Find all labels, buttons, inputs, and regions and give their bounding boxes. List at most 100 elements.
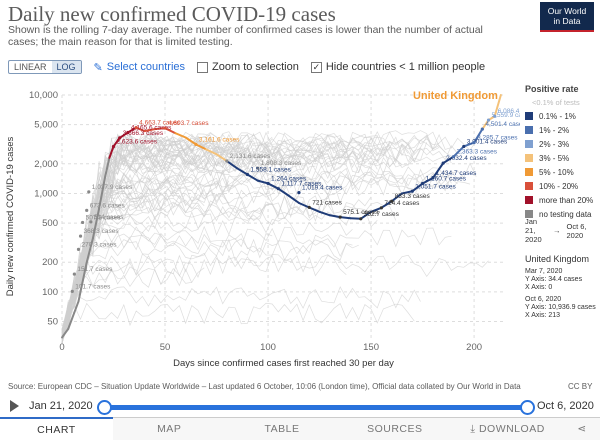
- data-point: [70, 289, 74, 294]
- logo-line-2: in Data: [553, 16, 581, 26]
- select-countries-button[interactable]: ✎ Select countries: [94, 61, 185, 74]
- data-point: [338, 215, 342, 219]
- info-first-x: X Axis: 0: [525, 284, 553, 291]
- legend-label: no testing data: [539, 209, 592, 219]
- legend-title: Positive rate: [525, 84, 579, 94]
- data-label: 1,019.4 cases: [302, 185, 343, 192]
- legend-label: 0.1% - 1%: [539, 111, 576, 121]
- y-tick-label: 10,000: [29, 90, 58, 101]
- uk-line-segment: [153, 127, 167, 131]
- play-icon[interactable]: [10, 400, 19, 412]
- legend-swatch: [525, 140, 533, 148]
- uk-line-segment: [308, 206, 321, 213]
- data-point: [81, 220, 85, 225]
- background-country-line: [61, 135, 205, 340]
- data-point: [472, 140, 476, 145]
- legend-swatch: [525, 182, 533, 190]
- data-point: [307, 205, 311, 210]
- hide-small-checkbox-box[interactable]: ✓: [310, 61, 322, 73]
- data-point: [134, 126, 138, 130]
- hide-small-checkbox[interactable]: ✓ Hide countries < 1 million people: [310, 61, 486, 73]
- x-axis-label: Days since confirmed cases first reached…: [173, 358, 394, 369]
- license-link[interactable]: CC BY: [568, 382, 593, 391]
- timeline-start-handle[interactable]: [97, 400, 112, 415]
- data-label: 3,666.3 cases: [123, 130, 164, 137]
- data-label: 3,001.4 cases: [467, 138, 508, 145]
- data-label: 4,663.7 cases: [139, 120, 180, 127]
- y-axis-label: Daily new confirmed COVID-19 cases: [5, 137, 16, 297]
- legend-item: 3% - 5%: [525, 151, 593, 165]
- data-point: [390, 199, 394, 203]
- uk-line-segment: [380, 200, 393, 209]
- uk-line-segment: [328, 214, 342, 219]
- tab-map[interactable]: MAP: [157, 423, 182, 435]
- data-label: 2,131.6 cases: [230, 153, 271, 160]
- data-point: [225, 159, 229, 163]
- uk-line-segment: [339, 216, 352, 220]
- tab-bar: CHART MAP TABLE SOURCES ⤓ DOWNLOAD ⋖: [0, 417, 600, 440]
- legend-swatch: [525, 126, 533, 134]
- tab-download[interactable]: ⤓ DOWNLOAD: [451, 418, 564, 440]
- linear-toggle-button[interactable]: LINEAR: [14, 62, 47, 72]
- uk-line-segment: [287, 194, 300, 204]
- legend-list: 0.1% - 1% 1% - 2% 2% - 3% 3% - 5% 5% - 10% 10…: [525, 109, 593, 221]
- data-label: 1,558.1 cases: [250, 166, 291, 173]
- tab-chart[interactable]: CHART: [0, 417, 113, 440]
- timeline-end-handle[interactable]: [520, 400, 535, 415]
- timeline-track[interactable]: [103, 405, 526, 410]
- background-country-line: [61, 238, 353, 344]
- uk-line-segment: [481, 119, 490, 131]
- uk-line-segment: [370, 206, 383, 213]
- zoom-checkbox[interactable]: Zoom to selection: [197, 61, 299, 73]
- uk-line-segment: [98, 175, 107, 210]
- data-point: [85, 208, 89, 212]
- uk-line-segment: [104, 156, 111, 178]
- chart-controls: LINEAR LOG ✎ Select countries Zoom to se…: [8, 57, 485, 77]
- owid-logo[interactable]: Our World in Data: [540, 2, 594, 32]
- x-tick-label: 150: [363, 342, 379, 353]
- zoom-checkbox-box[interactable]: [197, 61, 209, 73]
- background-country-line: [61, 169, 452, 331]
- background-country-line: [61, 134, 248, 337]
- uk-line-segment: [67, 300, 80, 330]
- y-tick-label: 200: [42, 257, 58, 268]
- uk-line-segment: [174, 132, 187, 139]
- info-last-date: Oct 6, 2020: [525, 296, 562, 303]
- data-point: [276, 187, 280, 191]
- legend-item: 5% - 10%: [525, 165, 593, 179]
- background-country-line: [61, 145, 458, 344]
- data-point: [76, 247, 81, 251]
- uk-line-segment: [473, 128, 484, 144]
- uk-line-segment: [184, 136, 197, 146]
- background-country-line: [61, 134, 205, 340]
- line-chart[interactable]: 50 100 200 500 1,000 2,000 5,000 10,000 0 50 100 15…: [0, 83, 520, 373]
- data-label: 1,051.7 cases: [415, 183, 456, 190]
- uk-line-segment: [225, 160, 239, 170]
- x-tick-label: 100: [260, 342, 276, 353]
- tab-table[interactable]: TABLE: [264, 423, 300, 435]
- hide-small-label: Hide countries < 1 million people: [325, 61, 486, 73]
- legend-swatch: [525, 196, 533, 204]
- background-country-line: [61, 158, 273, 329]
- tab-sources[interactable]: SOURCES: [367, 423, 423, 435]
- y-tick-label: 5,000: [34, 120, 58, 131]
- x-tick-label: 0: [59, 342, 64, 353]
- data-point: [194, 142, 198, 146]
- data-label: 3,161.6 cases: [199, 136, 240, 143]
- data-point: [410, 189, 414, 193]
- uk-line-segment: [318, 210, 331, 217]
- legend-label: 10% - 20%: [539, 181, 579, 191]
- share-icon[interactable]: ⋖: [577, 423, 587, 435]
- data-point: [379, 206, 383, 210]
- data-label: 1,264 cases: [271, 175, 307, 182]
- source-note: Source: European CDC – Situation Update …: [8, 382, 521, 391]
- background-country-line: [61, 286, 421, 339]
- background-country-line: [61, 200, 341, 335]
- arrow-right-icon: →: [553, 226, 561, 235]
- legend-swatch: [525, 168, 533, 176]
- uk-line-segment: [442, 155, 455, 165]
- log-toggle-button[interactable]: LOG: [51, 61, 81, 73]
- legend-label: 3% - 5%: [539, 153, 570, 163]
- data-label: 4,501.4 cases: [485, 121, 520, 128]
- x-tick-label: 200: [466, 342, 482, 353]
